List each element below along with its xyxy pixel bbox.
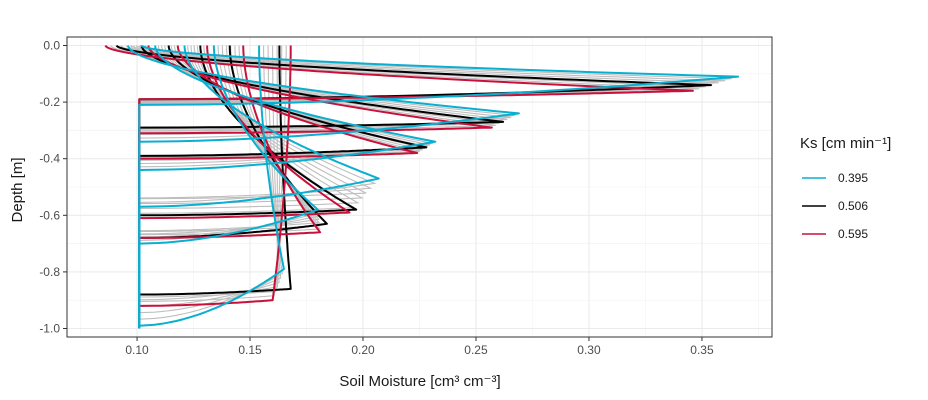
series-line — [138, 45, 292, 329]
series-line — [138, 45, 322, 329]
series-line — [138, 45, 437, 329]
series-line — [138, 45, 328, 329]
x-axis-title: Soil Moisture [cm³ cm⁻³] — [339, 373, 500, 390]
x-tick-label: 0.35 — [690, 343, 714, 357]
y-axis-title: Depth [m] — [9, 157, 26, 222]
ensemble-line — [138, 45, 320, 329]
series-line — [138, 45, 358, 329]
x-tick-label: 0.15 — [238, 343, 262, 357]
x-tick-label: 0.30 — [577, 343, 601, 357]
y-tick-label: -0.2 — [39, 95, 60, 109]
x-axis: 0.10 0.15 0.20 0.25 0.30 0.35 — [125, 337, 714, 357]
series-line — [138, 44, 740, 329]
series-line — [138, 45, 380, 329]
series-line — [138, 45, 285, 329]
series-line — [138, 45, 428, 329]
series-line — [127, 45, 520, 329]
y-tick-label: -0.8 — [39, 265, 60, 279]
y-tick-label: -0.6 — [39, 208, 60, 222]
legend-items: 0.395 0.506 0.595 — [802, 171, 868, 241]
x-tick-label: 0.10 — [125, 343, 149, 357]
panel-border — [66, 36, 773, 338]
legend-title: Ks [cm min⁻¹] — [800, 135, 891, 152]
x-tick-label: 0.20 — [351, 343, 375, 357]
ensemble-line — [138, 45, 280, 329]
legend: Ks [cm min⁻¹] 0.395 0.506 0.595 — [800, 135, 891, 241]
series-line — [138, 45, 319, 329]
y-tick-label: 0.0 — [43, 38, 60, 52]
legend-label: 0.595 — [838, 227, 868, 241]
ensemble-line — [138, 45, 282, 329]
series-0-395 — [127, 44, 740, 329]
x-tick-label: 0.25 — [464, 343, 488, 357]
y-tick-label: -1.0 — [39, 322, 60, 336]
series-layer — [104, 44, 740, 329]
series-line — [138, 45, 292, 329]
y-tick-label: -0.4 — [39, 152, 60, 166]
series-line — [138, 45, 419, 329]
y-axis: 0.0 -0.2 -0.4 -0.6 -0.8 -1.0 — [39, 38, 67, 336]
legend-label: 0.395 — [838, 171, 868, 185]
series-line — [115, 45, 712, 329]
legend-label: 0.506 — [838, 199, 868, 213]
